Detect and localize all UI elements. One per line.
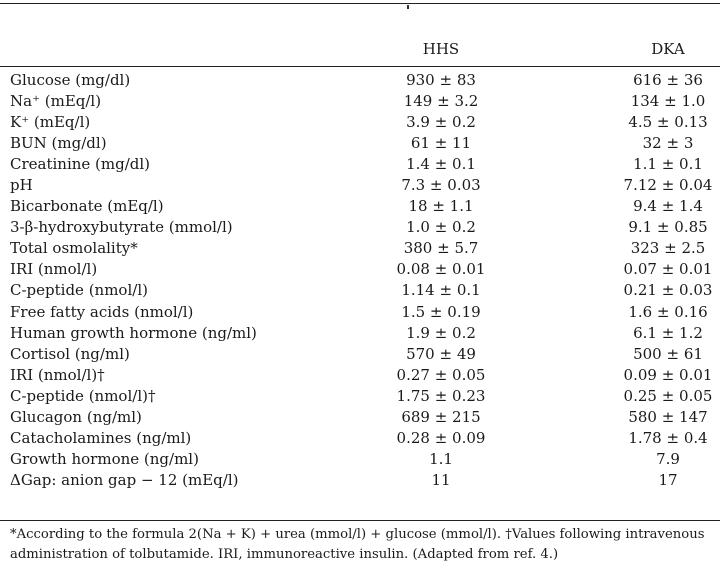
hhs-value: 149 ± 3.2 <box>403 92 479 111</box>
dka-value: 0.25 ± 0.05 <box>623 386 713 405</box>
hhs-value: 1.4 ± 0.1 <box>406 155 476 174</box>
dka-value: 32 ± 3 <box>642 134 694 153</box>
row-label: Free fatty acids (nmol/l) <box>10 302 194 321</box>
row-label: IRI (nmol/l)† <box>10 365 105 384</box>
dka-value: 7.12 ± 0.04 <box>623 176 713 195</box>
hhs-value: 570 ± 49 <box>406 344 476 363</box>
hhs-value: 1.14 ± 0.1 <box>401 281 481 300</box>
hhs-value: 11 <box>431 470 451 489</box>
table-row: Total osmolality* 380 ± 5.7 323 ± 2.5 <box>0 238 720 259</box>
row-label: ΔGap: anion gap − 12 (mEq/l) <box>10 470 239 489</box>
row-label: Catacholamines (ng/ml) <box>10 428 192 447</box>
hhs-value: 1.5 ± 0.19 <box>401 302 481 321</box>
dka-value: 1.78 ± 0.4 <box>628 428 708 447</box>
row-label: Cortisol (ng/ml) <box>10 344 130 363</box>
column-header-dka: DKA <box>651 40 685 58</box>
table-row: Growth hormone (ng/ml) 1.1 7.9 <box>0 449 720 470</box>
table-row: Catacholamines (ng/ml) 0.28 ± 0.09 1.78 ± … <box>0 428 720 449</box>
hhs-value: 1.1 <box>429 449 453 468</box>
table-bottom-rule <box>0 520 720 521</box>
table-row: BUN (mg/dl) 61 ± 11 32 ± 3 <box>0 133 720 154</box>
table-row: IRI (nmol/l) 0.08 ± 0.01 0.07 ± 0.01 <box>0 259 720 280</box>
table-body: Glucose (mg/dl) 930 ± 83 616 ± 36 Na⁺ (mEq/… <box>0 70 720 491</box>
table-top-rule <box>0 3 720 4</box>
table-row: Cortisol (ng/ml) 570 ± 49 500 ± 61 <box>0 344 720 365</box>
hhs-value: 0.27 ± 0.05 <box>396 365 486 384</box>
dka-value: 1.6 ± 0.16 <box>628 302 708 321</box>
column-header-hhs: HHS <box>422 40 460 58</box>
table-row: K⁺ (mEq/l) 3.9 ± 0.2 4.5 ± 0.13 <box>0 112 720 133</box>
header-rule <box>0 66 720 67</box>
hhs-value: 930 ± 83 <box>406 71 476 89</box>
dka-value: 616 ± 36 <box>633 71 703 89</box>
hhs-value: 380 ± 5.7 <box>403 239 479 258</box>
row-label: BUN (mg/dl) <box>10 134 107 153</box>
dka-value: 9.1 ± 0.85 <box>628 218 708 237</box>
dka-value: 17 <box>658 470 678 489</box>
dka-value: 0.09 ± 0.01 <box>623 365 713 384</box>
dka-value: 1.1 ± 0.1 <box>633 155 703 174</box>
row-label: Total osmolality* <box>10 239 138 258</box>
table-row: Creatinine (mg/dl) 1.4 ± 0.1 1.1 ± 0.1 <box>0 154 720 175</box>
hhs-value: 3.9 ± 0.2 <box>406 113 476 132</box>
row-label: pH <box>10 176 33 195</box>
row-label: Glucose (mg/dl) <box>10 71 131 89</box>
row-label: Growth hormone (ng/ml) <box>10 449 199 468</box>
table-footnote: *According to the formula 2(Na + K) + ur… <box>10 527 705 562</box>
row-label: Creatinine (mg/dl) <box>10 155 151 174</box>
row-label: IRI (nmol/l) <box>10 260 98 279</box>
table-row: pH 7.3 ± 0.03 7.12 ± 0.04 <box>0 175 720 196</box>
dka-value: 323 ± 2.5 <box>630 239 706 258</box>
table-row: ΔGap: anion gap − 12 (mEq/l) 11 17 <box>0 470 720 491</box>
dka-value: 134 ± 1.0 <box>630 92 706 111</box>
dka-value: 6.1 ± 1.2 <box>633 323 703 342</box>
table-row: IRI (nmol/l)† 0.27 ± 0.05 0.09 ± 0.01 <box>0 365 720 386</box>
row-label: Na⁺ (mEq/l) <box>10 92 102 111</box>
table-row: Glucose (mg/dl) 930 ± 83 616 ± 36 <box>0 70 720 91</box>
row-label: C-peptide (nmol/l)† <box>10 386 156 405</box>
hhs-value: 1.0 ± 0.2 <box>406 218 476 237</box>
table-row: 3-β-hydroxybutyrate (mmol/l) 1.0 ± 0.2 9.1… <box>0 217 720 238</box>
row-label: K⁺ (mEq/l) <box>10 113 91 132</box>
table-row: Human growth hormone (ng/ml) 1.9 ± 0.2 6.1… <box>0 323 720 344</box>
hhs-value: 1.9 ± 0.2 <box>406 323 476 342</box>
row-label: C-peptide (nmol/l) <box>10 281 148 300</box>
hhs-value: 1.75 ± 0.23 <box>396 386 486 405</box>
hhs-value: 689 ± 215 <box>401 407 481 426</box>
table-row: Free fatty acids (nmol/l) 1.5 ± 0.19 1.6 ±… <box>0 302 720 323</box>
hhs-value: 7.3 ± 0.03 <box>401 176 481 195</box>
table-row: Bicarbonate (mEq/l) 18 ± 1.1 9.4 ± 1.4 <box>0 196 720 217</box>
page-mark <box>407 5 409 9</box>
dka-value: 4.5 ± 0.13 <box>628 113 708 132</box>
row-label: Bicarbonate (mEq/l) <box>10 197 164 216</box>
dka-value: 0.07 ± 0.01 <box>623 260 713 279</box>
dka-value: 9.4 ± 1.4 <box>633 197 703 216</box>
row-label: 3-β-hydroxybutyrate (mmol/l) <box>10 218 233 237</box>
dka-value: 580 ± 147 <box>628 407 708 426</box>
hhs-value: 0.28 ± 0.09 <box>396 428 486 447</box>
hhs-value: 61 ± 11 <box>410 134 472 153</box>
hhs-value: 0.08 ± 0.01 <box>396 260 486 279</box>
table-row: Na⁺ (mEq/l) 149 ± 3.2 134 ± 1.0 <box>0 91 720 112</box>
dka-value: 0.21 ± 0.03 <box>623 281 713 300</box>
table-row: Glucagon (ng/ml) 689 ± 215 580 ± 147 <box>0 407 720 428</box>
dka-value: 7.9 <box>656 449 680 468</box>
hhs-value: 18 ± 1.1 <box>408 197 474 216</box>
row-label: Human growth hormone (ng/ml) <box>10 323 257 342</box>
table-row: C-peptide (nmol/l)† 1.75 ± 0.23 0.25 ± 0.0… <box>0 386 720 407</box>
dka-value: 500 ± 61 <box>633 344 703 363</box>
table-row: C-peptide (nmol/l) 1.14 ± 0.1 0.21 ± 0.03 <box>0 280 720 301</box>
row-label: Glucagon (ng/ml) <box>10 407 142 426</box>
